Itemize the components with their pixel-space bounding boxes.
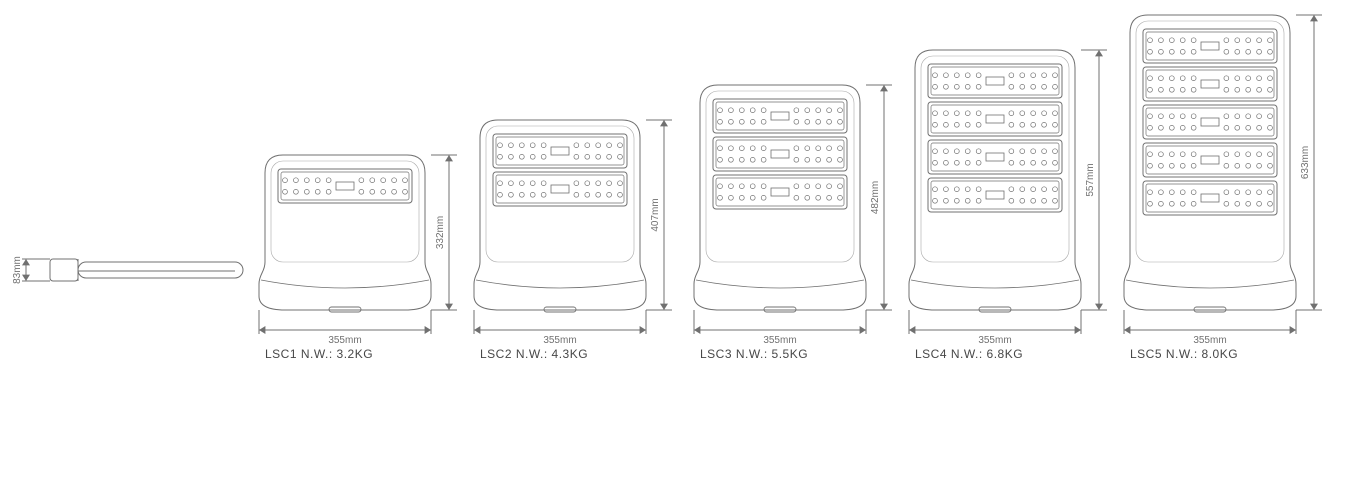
led-panel — [928, 64, 1062, 98]
led-panel — [1143, 105, 1277, 139]
svg-text:633mm: 633mm — [1300, 146, 1311, 179]
svg-text:482mm: 482mm — [870, 181, 881, 214]
led-panel — [928, 140, 1062, 174]
lamp-lsc3: 482mm 355mmLSC3 N.W.: 5.5KG — [694, 85, 892, 361]
caption: LSC2 N.W.: 4.3KG — [480, 347, 588, 361]
width-dim: 355mm — [1124, 322, 1296, 346]
lamp-lsc1: 332mm 355mmLSC1 N.W.: 3.2KG — [259, 155, 457, 361]
led-panel — [713, 137, 847, 171]
height-dim: 633mm — [1300, 15, 1322, 310]
led-panel — [713, 175, 847, 209]
svg-text:557mm: 557mm — [1085, 163, 1096, 196]
svg-text:407mm: 407mm — [650, 198, 661, 231]
svg-text:355mm: 355mm — [1193, 335, 1226, 346]
lamp-lsc4: 557mm 355mmLSC4 N.W.: 6.8KG — [909, 50, 1107, 361]
svg-text:83mm: 83mm — [12, 256, 23, 284]
led-panel — [713, 99, 847, 133]
depth-dim: 83mm — [12, 256, 34, 284]
lamp-lsc5: 633mm 355mmLSC5 N.W.: 8.0KG — [1124, 15, 1322, 361]
led-panel — [1143, 143, 1277, 177]
caption: LSC3 N.W.: 5.5KG — [700, 347, 808, 361]
width-dim: 355mm — [694, 322, 866, 346]
led-panel — [278, 169, 412, 203]
led-panel — [493, 172, 627, 206]
width-dim: 355mm — [909, 322, 1081, 346]
led-panel — [1143, 181, 1277, 215]
led-panel — [928, 102, 1062, 136]
led-panel — [493, 134, 627, 168]
led-panel — [1143, 29, 1277, 63]
lamp-lsc2: 407mm 355mmLSC2 N.W.: 4.3KG — [474, 120, 672, 361]
tech-drawing: 83mm332mm355mmLSC1 N.W.: 3.2KG407mm355mm… — [0, 0, 1360, 500]
width-dim: 355mm — [259, 322, 431, 346]
led-panel — [1143, 67, 1277, 101]
led-panel — [928, 178, 1062, 212]
height-dim: 557mm — [1085, 50, 1107, 310]
svg-text:355mm: 355mm — [978, 335, 1011, 346]
height-dim: 407mm — [650, 120, 672, 310]
caption: LSC1 N.W.: 3.2KG — [265, 347, 373, 361]
svg-text:355mm: 355mm — [763, 335, 796, 346]
svg-text:355mm: 355mm — [328, 335, 361, 346]
caption: LSC5 N.W.: 8.0KG — [1130, 347, 1238, 361]
height-dim: 332mm — [435, 155, 457, 310]
svg-text:332mm: 332mm — [435, 216, 446, 249]
caption: LSC4 N.W.: 6.8KG — [915, 347, 1023, 361]
width-dim: 355mm — [474, 322, 646, 346]
svg-text:355mm: 355mm — [543, 335, 576, 346]
side-view: 83mm — [12, 256, 243, 284]
height-dim: 482mm — [870, 85, 892, 310]
